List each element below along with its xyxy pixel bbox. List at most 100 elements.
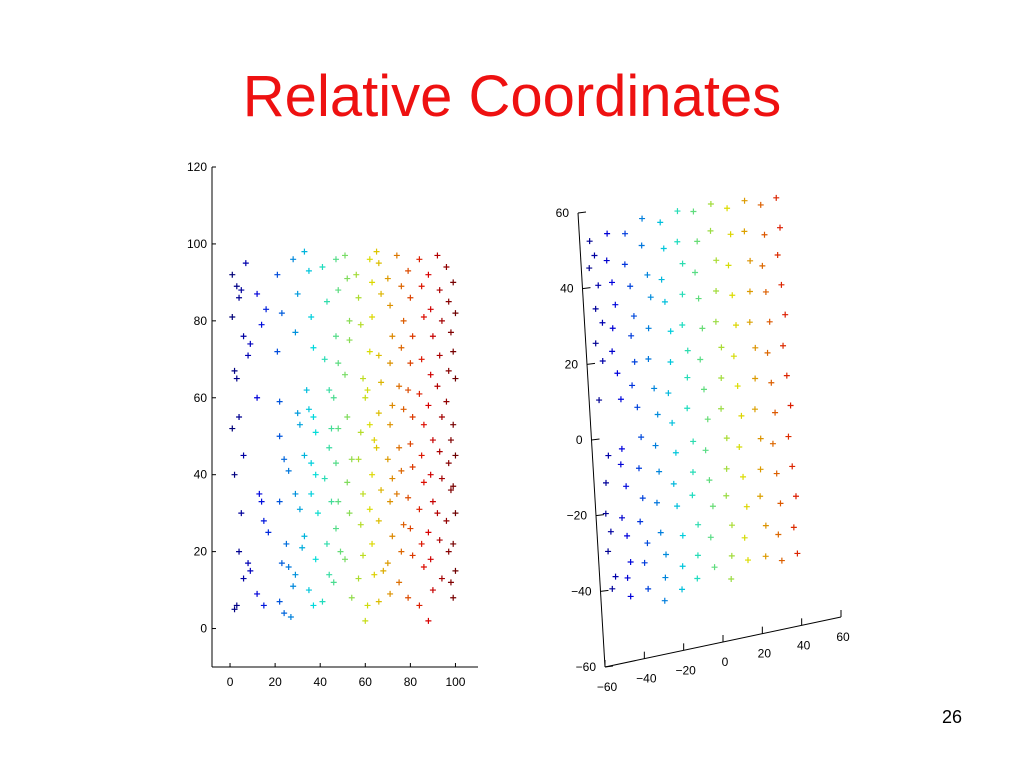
- data-point: [405, 387, 412, 394]
- data-point: [647, 294, 654, 301]
- data-point: [657, 529, 664, 536]
- data-point: [387, 421, 394, 428]
- data-point: [276, 598, 283, 605]
- data-point: [762, 288, 769, 295]
- x-tick-label: −60: [597, 680, 618, 694]
- data-point: [780, 342, 787, 349]
- data-point: [623, 483, 630, 490]
- data-point: [689, 469, 696, 476]
- data-point: [679, 586, 686, 593]
- data-point: [342, 556, 348, 563]
- data-point: [296, 506, 303, 513]
- data-point: [335, 287, 342, 294]
- z-tick-label: −20: [567, 509, 588, 523]
- data-point: [674, 503, 681, 510]
- data-point: [274, 271, 281, 278]
- data-point: [245, 560, 252, 567]
- y-tick-label: 60: [194, 391, 208, 405]
- data-point: [292, 571, 299, 578]
- data-point: [679, 563, 686, 570]
- data-point: [727, 231, 734, 238]
- data-point: [619, 514, 626, 521]
- x-tick-label: 40: [797, 638, 811, 652]
- data-point: [723, 465, 730, 472]
- data-point: [344, 479, 351, 486]
- data-point: [777, 224, 784, 231]
- data-point: [724, 205, 731, 212]
- data-point: [663, 551, 670, 558]
- data-point: [310, 414, 317, 420]
- data-point: [407, 360, 414, 367]
- data-point: [718, 375, 725, 382]
- z-tick: [595, 514, 605, 517]
- data-point: [369, 540, 376, 547]
- data-point: [757, 201, 764, 208]
- data-point: [745, 557, 751, 564]
- data-point: [389, 533, 396, 540]
- data-point: [427, 556, 434, 563]
- data-point: [452, 452, 459, 459]
- data-point: [310, 344, 317, 351]
- data-point: [283, 540, 290, 547]
- data-point: [694, 575, 701, 582]
- data-point: [595, 282, 602, 289]
- data-point: [679, 260, 686, 267]
- data-point: [355, 456, 362, 463]
- data-point: [290, 256, 297, 263]
- data-point: [332, 460, 339, 467]
- data-point: [233, 283, 240, 290]
- data-point: [445, 548, 452, 555]
- data-point: [679, 291, 686, 298]
- data-point: [452, 375, 459, 382]
- data-point: [326, 444, 333, 451]
- data-point: [292, 490, 299, 497]
- data-point: [450, 594, 457, 601]
- data-point: [254, 290, 261, 297]
- data-point: [684, 374, 691, 381]
- data-point: [787, 402, 794, 409]
- data-point: [236, 414, 243, 420]
- data-point: [400, 521, 407, 528]
- data-point: [308, 460, 315, 467]
- data-point: [312, 556, 319, 563]
- x-tick-label: 0: [722, 655, 729, 669]
- data-point: [375, 410, 382, 417]
- data-point: [679, 322, 686, 328]
- data-point: [405, 494, 412, 501]
- data-point: [254, 394, 261, 401]
- y-tick-label: 100: [187, 237, 207, 251]
- data-point: [713, 257, 720, 264]
- data-point: [375, 352, 382, 359]
- data-point: [323, 298, 330, 305]
- data-point: [764, 349, 771, 356]
- data-point: [638, 434, 645, 441]
- data-point: [651, 385, 658, 392]
- data-point: [294, 290, 301, 297]
- data-point: [699, 325, 706, 332]
- data-point: [592, 305, 599, 312]
- data-point: [348, 456, 355, 463]
- data-point: [389, 475, 396, 482]
- data-point: [670, 480, 677, 487]
- data-point: [684, 347, 691, 354]
- data-point: [591, 252, 598, 259]
- data-point: [425, 529, 432, 536]
- data-point: [231, 471, 238, 478]
- slide-number: 26: [941, 707, 962, 727]
- data-point: [614, 370, 621, 377]
- data-point: [637, 518, 644, 525]
- data-point: [393, 252, 400, 259]
- data-point: [375, 517, 382, 524]
- data-point: [768, 379, 775, 386]
- data-point: [398, 467, 405, 474]
- data-point: [344, 414, 351, 420]
- data-point: [301, 452, 308, 459]
- data-point: [728, 552, 735, 559]
- data-point: [429, 437, 436, 444]
- data-point: [667, 328, 674, 335]
- data-point: [364, 387, 371, 394]
- data-point: [285, 564, 292, 570]
- data-point: [746, 319, 753, 326]
- data-point: [774, 251, 781, 258]
